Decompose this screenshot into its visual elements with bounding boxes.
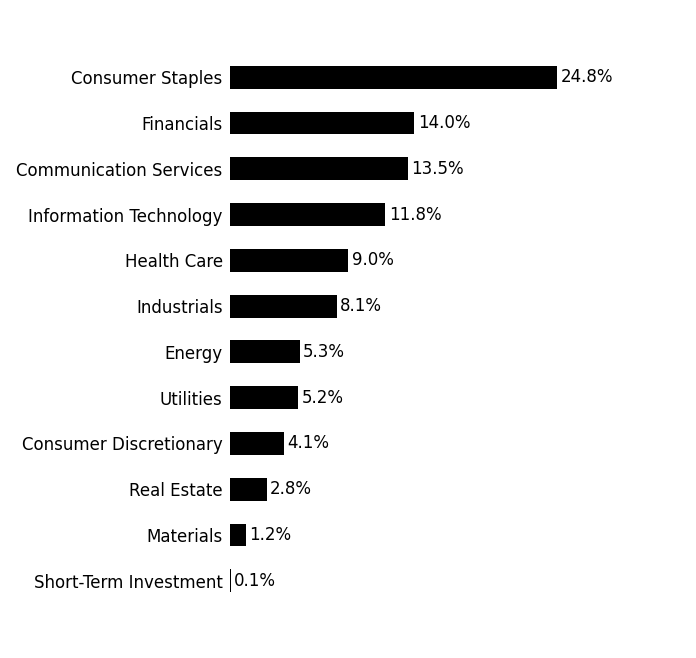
Text: 0.1%: 0.1% bbox=[235, 572, 276, 590]
Bar bbox=[230, 112, 415, 134]
Bar bbox=[230, 66, 557, 89]
Text: 24.8%: 24.8% bbox=[560, 68, 613, 86]
Text: 8.1%: 8.1% bbox=[340, 297, 382, 315]
Text: 11.8%: 11.8% bbox=[389, 205, 441, 224]
Bar bbox=[230, 340, 300, 363]
Bar bbox=[230, 432, 284, 455]
Bar bbox=[230, 524, 246, 546]
Bar bbox=[230, 203, 386, 226]
Text: 14.0%: 14.0% bbox=[418, 114, 470, 132]
Text: 2.8%: 2.8% bbox=[270, 480, 312, 498]
Bar bbox=[230, 249, 349, 272]
Bar bbox=[230, 157, 408, 180]
Bar bbox=[230, 295, 337, 318]
Text: 4.1%: 4.1% bbox=[287, 434, 329, 453]
Text: 5.3%: 5.3% bbox=[303, 343, 345, 361]
Bar bbox=[230, 478, 267, 501]
Text: 5.2%: 5.2% bbox=[301, 389, 344, 407]
Bar bbox=[230, 569, 231, 592]
Text: 9.0%: 9.0% bbox=[351, 251, 394, 269]
Text: 1.2%: 1.2% bbox=[249, 526, 291, 544]
Bar bbox=[230, 386, 299, 409]
Text: 13.5%: 13.5% bbox=[411, 160, 464, 178]
